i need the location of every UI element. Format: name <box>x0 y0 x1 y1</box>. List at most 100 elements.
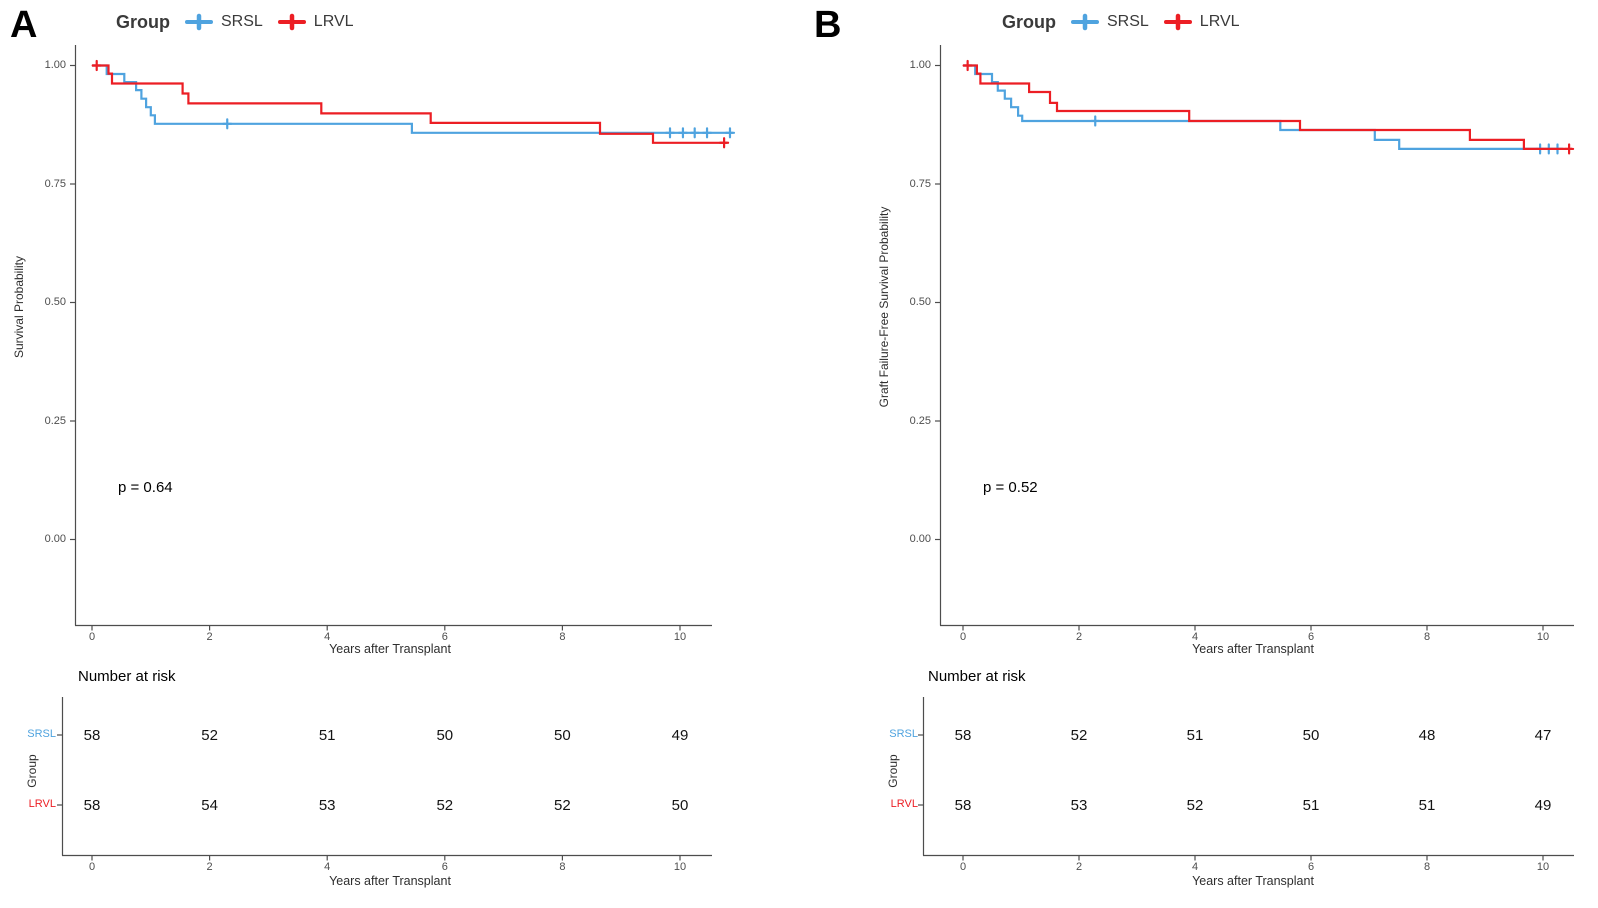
x-tick-label: 2 <box>1075 631 1083 643</box>
risk-count-lrvl: 53 <box>1070 797 1088 814</box>
p-value-b: p = 0.52 <box>983 479 1038 496</box>
risk-x-tick-label: 8 <box>559 861 566 873</box>
risk-table-title-b: Number at risk <box>928 668 1026 685</box>
risk-count-lrvl: 49 <box>1534 797 1552 814</box>
risk-count-srsl: 50 <box>1302 727 1320 744</box>
censor-plus-icon <box>1071 13 1099 31</box>
legend-item-label: SRSL <box>1107 13 1149 30</box>
y-tick-label: 0.00 <box>44 533 66 545</box>
risk-x-tick-label: 4 <box>324 861 331 873</box>
risk-count-lrvl: 50 <box>671 797 689 814</box>
legend-panel-a: Group SRSL LRVL <box>116 9 354 35</box>
risk-count-srsl: 58 <box>954 727 972 744</box>
risk-x-tick-label: 2 <box>206 861 213 873</box>
risk-count-srsl: 51 <box>318 727 336 744</box>
risk-count-srsl: 50 <box>554 727 571 744</box>
risk-count-lrvl: 52 <box>554 797 571 814</box>
legend-item-lrvl: LRVL <box>277 13 354 31</box>
legend-item-lrvl: LRVL <box>1163 13 1240 31</box>
risk-count-srsl: 52 <box>1070 727 1088 744</box>
x-tick-label: 4 <box>324 631 331 643</box>
x-tick-label: 0 <box>88 631 96 643</box>
risk-count-srsl: 52 <box>201 727 218 744</box>
risk-count-lrvl: 54 <box>201 797 218 814</box>
risk-count-srsl: 48 <box>1418 727 1436 744</box>
risk-count-lrvl: 52 <box>436 797 454 814</box>
risk-x-tick-label: 0 <box>88 861 96 873</box>
risk-x-tick-label: 8 <box>1423 861 1431 873</box>
risk-count-srsl: 51 <box>1186 727 1204 744</box>
y-axis-title-a: Survival Probability <box>12 255 26 359</box>
km-curve-lrvl-panel-b <box>963 64 1572 150</box>
risk-x-axis-title-b: Years after Transplant <box>1192 874 1314 888</box>
km-curve-srsl-panel-a <box>92 64 733 134</box>
x-tick-label: 6 <box>441 631 448 643</box>
risk-count-srsl: 49 <box>671 727 689 744</box>
risk-x-tick-label: 6 <box>1307 861 1315 873</box>
censor-plus-icon <box>277 13 306 31</box>
x-tick-label: 10 <box>673 631 687 643</box>
legend-item-label: SRSL <box>221 13 263 30</box>
risk-count-lrvl: 53 <box>318 797 336 814</box>
y-tick-label: 1.00 <box>44 59 66 71</box>
censor-plus-icon <box>1163 13 1192 31</box>
risk-count-lrvl: 58 <box>83 797 101 814</box>
risk-table-title-a: Number at risk <box>78 668 176 685</box>
x-axis-title-b: Years after Transplant <box>1192 642 1314 656</box>
legend-panel-b: Group SRSL LRVL <box>1002 9 1240 35</box>
risk-count-lrvl: 51 <box>1302 797 1320 814</box>
risk-x-tick-label: 0 <box>959 861 967 873</box>
x-tick-label: 10 <box>1536 631 1550 643</box>
risk-x-tick-label: 6 <box>441 861 448 873</box>
p-value-a: p = 0.64 <box>118 479 173 496</box>
legend-title: Group <box>1002 11 1056 32</box>
risk-row-label-lrvl: LRVL <box>28 798 56 810</box>
km-curve-lrvl-panel-a <box>92 64 727 144</box>
risk-group-axis-label-b: Group <box>886 754 900 788</box>
legend-title: Group <box>116 11 170 32</box>
risk-count-srsl: 58 <box>83 727 101 744</box>
x-axis-title-a: Years after Transplant <box>329 642 451 656</box>
risk-x-axis-title-a: Years after Transplant <box>329 874 451 888</box>
risk-row-label-lrvl: LRVL <box>890 798 918 810</box>
risk-group-axis-label-a: Group <box>25 754 39 788</box>
risk-count-lrvl: 52 <box>1186 797 1204 814</box>
risk-row-label-srsl: SRSL <box>27 728 56 740</box>
legend-item-label: LRVL <box>313 13 354 30</box>
y-tick-label: 1.00 <box>909 59 931 71</box>
risk-x-tick-label: 2 <box>1075 861 1083 873</box>
risk-x-tick-label: 10 <box>673 861 687 873</box>
risk-count-lrvl: 58 <box>954 797 972 814</box>
x-tick-label: 4 <box>1191 631 1199 643</box>
legend-item-srsl: SRSL <box>184 13 263 31</box>
risk-count-srsl: 50 <box>436 727 454 744</box>
y-tick-label: 0.25 <box>909 414 931 427</box>
y-tick-label: 0.50 <box>44 296 66 308</box>
risk-count-lrvl: 51 <box>1418 797 1436 814</box>
x-tick-label: 6 <box>1307 631 1315 643</box>
x-tick-label: 8 <box>559 631 566 643</box>
censor-marks-srsl-panel-a <box>222 118 736 139</box>
y-tick-label: 0.50 <box>909 296 931 308</box>
panel-label-b: B <box>814 4 842 46</box>
y-axis-title-b: Graft Failure-Free Survival Probability <box>877 206 891 408</box>
y-tick-label: 0.00 <box>909 533 931 545</box>
y-tick-label: 0.75 <box>44 177 66 190</box>
risk-x-tick-label: 4 <box>1191 861 1199 873</box>
legend-item-srsl: SRSL <box>1070 13 1149 31</box>
x-tick-label: 2 <box>206 631 213 643</box>
legend-item-label: LRVL <box>1199 13 1240 30</box>
x-tick-label: 0 <box>959 631 967 643</box>
risk-x-tick-label: 10 <box>1536 861 1550 873</box>
panel-label-a: A <box>10 4 38 46</box>
censor-plus-icon <box>185 13 213 31</box>
risk-row-label-srsl: SRSL <box>889 728 918 740</box>
y-tick-label: 0.25 <box>44 414 66 427</box>
y-tick-label: 0.75 <box>909 177 931 190</box>
censor-marks-lrvl-panel-b <box>962 59 1575 155</box>
risk-count-srsl: 47 <box>1534 727 1552 744</box>
x-tick-label: 8 <box>1423 631 1431 643</box>
censor-marks-lrvl-panel-a <box>91 59 730 149</box>
